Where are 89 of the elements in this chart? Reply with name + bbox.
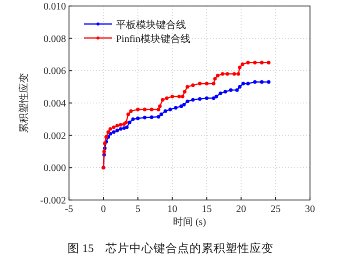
point [136,108,140,112]
y-tick-label: 0.002 [44,130,66,142]
point [106,130,110,134]
y-tick-label: 0.008 [44,34,66,45]
point [216,74,220,78]
y-tick-label: 0.000 [44,163,66,174]
point [150,115,154,120]
point [125,125,129,130]
point [179,104,184,108]
point [238,85,242,89]
point [170,94,174,98]
point [136,116,140,120]
point [118,123,122,127]
point [112,130,116,134]
point [235,88,239,92]
point [118,127,122,131]
point [260,80,264,84]
point [213,76,217,81]
point [182,90,186,94]
x-tick-label: 30 [305,204,315,215]
point [156,114,160,119]
point [142,108,147,112]
point [236,72,240,76]
x-tick-label: 15 [202,204,212,215]
point [212,82,216,86]
x-tick-label: -5 [64,204,74,215]
point [115,124,119,128]
point [220,72,224,76]
point [214,94,218,98]
point [104,135,108,139]
point [253,80,257,84]
y-tick-label: 0.004 [44,98,66,110]
x-tick-label: 20 [236,204,246,215]
point [191,83,195,88]
point [226,72,230,76]
y-tick-label: -0.002 [40,196,66,206]
point [158,104,162,108]
point [160,98,164,102]
point [128,120,132,124]
point [238,66,242,70]
x-tick-label: 25 [270,204,281,215]
point [246,82,250,86]
caption: 图 15 芯片中心键合点的累积塑性应变 [67,241,274,255]
point [174,106,178,110]
point [182,102,186,106]
point [159,112,164,116]
point [150,108,154,112]
point [212,96,216,100]
point [246,60,250,64]
point [204,96,209,100]
point [266,80,270,84]
point [191,98,195,102]
point [260,60,264,64]
point [108,127,112,131]
point [186,85,190,89]
point [115,128,119,132]
point [164,96,169,100]
point [180,94,184,98]
point [156,108,160,112]
point [177,94,181,98]
point [126,112,130,116]
y-tick-label: 0.010 [44,2,66,12]
point [198,82,202,86]
point [129,109,133,113]
point [102,150,106,154]
point [232,72,236,76]
point [240,62,244,66]
y-axis-title: 累积塑性应变 [18,73,30,133]
x-axis-title: 时间 (s) [172,216,206,228]
point [168,108,172,112]
point [164,109,168,113]
x-tick-label: 0 [100,204,106,215]
point [266,60,270,64]
point [241,82,246,86]
point [218,92,222,96]
point [131,117,135,121]
point [253,60,257,64]
legend-label: Pinfin模块键合线 [116,33,190,45]
point [198,97,202,101]
point [204,82,209,86]
x-tick-label: 5 [135,204,140,215]
point [142,116,147,120]
legend-label: 平板模块键合线 [116,19,186,31]
point [229,88,233,92]
point [186,100,190,104]
x-tick-label: 10 [167,204,178,215]
point [112,125,116,130]
y-tick-label: 0.006 [44,66,66,78]
point [224,90,228,94]
